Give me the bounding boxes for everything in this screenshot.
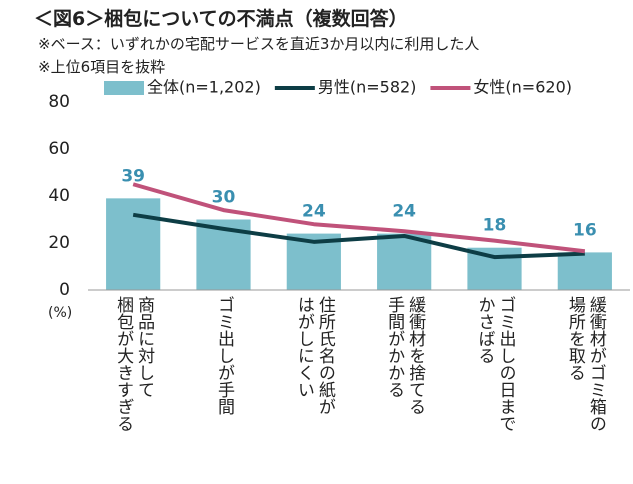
subtitle: ※ベース：いずれかの宅配サービスを直近3か月以内に利用した人	[38, 35, 480, 53]
x-tick-label: 住所氏名の紙が はがしにくい	[293, 296, 335, 415]
legend-swatch	[104, 81, 144, 95]
data-label: 18	[483, 216, 507, 236]
y-tick-label: 0	[59, 280, 70, 300]
data-label: 24	[392, 202, 416, 222]
legend-label: 全体(n=1,202)	[147, 78, 261, 97]
x-tick-label: 商品に対して 梱包が大きすぎる	[113, 296, 155, 432]
x-tick-label: ゴミ出しの日まで かさばる	[474, 296, 516, 432]
y-unit: (%)	[48, 305, 72, 321]
y-tick-label: 40	[48, 186, 70, 206]
y-tick-label: 20	[48, 233, 70, 253]
legend-label: 女性(n=620)	[473, 78, 572, 97]
bar	[557, 252, 612, 290]
line	[132, 212, 585, 260]
x-tick-label: 緩衝材を捨てる 手間がかかる	[384, 296, 426, 415]
y-tick-label: 60	[48, 139, 70, 159]
bar	[106, 198, 161, 290]
line	[132, 182, 586, 254]
data-label: 16	[573, 220, 597, 240]
data-label: 39	[121, 166, 145, 186]
x-tick-label: ゴミ出しが手間	[214, 296, 234, 415]
subtitle: ※上位6項目を抜粋	[38, 58, 166, 76]
chart-title: ＜図6＞梱包についての不満点（複数回答）	[34, 8, 408, 30]
data-label: 24	[302, 202, 326, 222]
x-tick-label: 緩衝材がゴミ箱の 場所を取る	[564, 296, 606, 432]
y-tick-label: 80	[48, 92, 70, 112]
bar	[377, 233, 432, 290]
legend-label: 男性(n=582)	[318, 78, 417, 97]
data-label: 30	[212, 188, 236, 208]
